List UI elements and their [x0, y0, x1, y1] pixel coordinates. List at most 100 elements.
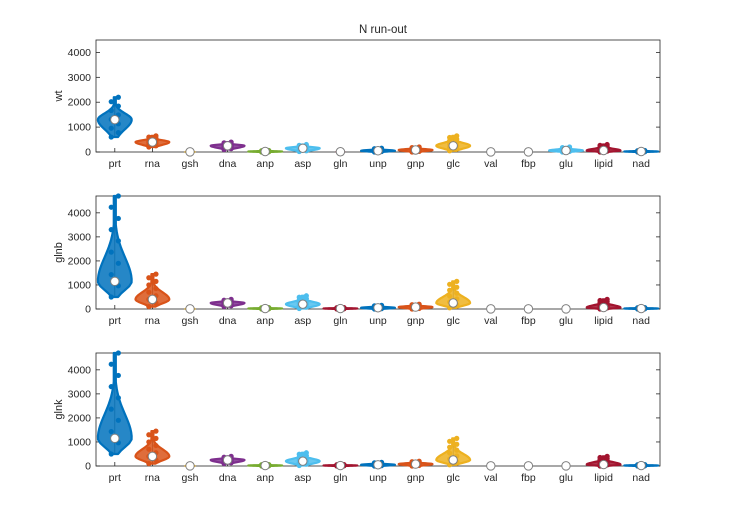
- violin-point: [115, 372, 121, 379]
- median-marker: [598, 145, 609, 156]
- violin-point: [115, 260, 121, 266]
- violin-gln: [322, 460, 359, 471]
- x-tick-label-nad: nad: [632, 315, 650, 327]
- median-marker: [486, 147, 496, 157]
- y-tick-label: 2000: [68, 412, 92, 424]
- median-marker: [598, 302, 609, 313]
- violin-point: [115, 193, 121, 199]
- violin-point: [454, 290, 460, 296]
- panel-glnb: 0 1000 2000 3000 4000 glnb prt rna gsh dna anp asp g…: [53, 193, 661, 327]
- median-marker: [373, 303, 383, 313]
- x-tick-label-glc: glc: [446, 472, 459, 484]
- violin-gln: [335, 147, 346, 157]
- x-tick-label-fbp: fbp: [521, 472, 536, 484]
- y-tick-label: 0: [85, 304, 91, 316]
- violin-point: [108, 134, 114, 140]
- violin-asp: [284, 293, 321, 312]
- violin-unp: [360, 145, 396, 156]
- y-axis-label: glnk: [53, 399, 65, 420]
- median-marker: [260, 460, 270, 471]
- x-tick-label-glu: glu: [559, 472, 573, 484]
- violin-point: [447, 450, 453, 456]
- median-marker: [561, 145, 571, 156]
- median-marker: [636, 460, 646, 471]
- violin-dna: [209, 139, 246, 153]
- violin-gsh: [184, 147, 196, 157]
- violin-point: [108, 204, 114, 210]
- y-tick-label: 2000: [68, 255, 92, 267]
- median-marker: [185, 147, 195, 157]
- x-tick-label-lipid: lipid: [594, 472, 613, 484]
- median-marker: [185, 461, 195, 471]
- axes-box: [95, 39, 661, 153]
- violin-point: [153, 435, 159, 441]
- violin-anp: [247, 460, 284, 471]
- violin-asp: [284, 141, 321, 155]
- violin-point: [108, 125, 114, 131]
- violin-unp: [360, 459, 396, 470]
- violin-glc: [435, 133, 472, 154]
- violin-unp: [360, 302, 396, 313]
- x-tick-label-rna: rna: [145, 158, 160, 170]
- violin-nad: [623, 146, 660, 157]
- violin-point: [597, 297, 603, 304]
- median-marker: [598, 459, 609, 470]
- median-marker: [147, 294, 158, 305]
- x-tick-label-dna: dna: [219, 158, 237, 170]
- median-marker: [110, 276, 120, 287]
- median-marker: [110, 114, 120, 125]
- violin-point: [146, 275, 152, 281]
- violin-fbp: [523, 147, 534, 157]
- median-marker: [147, 451, 158, 462]
- y-tick-label: 2000: [68, 97, 92, 109]
- violin-asp: [284, 450, 321, 469]
- violin-point: [447, 287, 453, 293]
- median-marker: [486, 461, 496, 471]
- violin-point: [604, 141, 610, 148]
- violin-point: [604, 453, 610, 459]
- y-axis-label: wt: [53, 91, 65, 103]
- violin-point: [115, 94, 121, 100]
- x-tick-label-glu: glu: [559, 315, 573, 327]
- violin-point: [115, 417, 121, 423]
- x-tick-label-fbp: fbp: [521, 315, 536, 327]
- violin-point: [108, 406, 114, 412]
- violin-glu: [561, 461, 571, 471]
- x-tick-label-unp: unp: [369, 158, 387, 170]
- chart-title: N run-out: [359, 24, 408, 36]
- x-tick-label-gnp: gnp: [407, 315, 425, 327]
- violin-gsh: [184, 461, 196, 471]
- violin-val: [486, 461, 496, 471]
- median-marker: [110, 433, 120, 444]
- violin-point: [454, 441, 460, 447]
- x-tick-label-nad: nad: [632, 158, 650, 170]
- violin-nad: [623, 303, 660, 314]
- violin-gnp: [397, 458, 434, 469]
- median-marker: [222, 455, 233, 465]
- violin-lipid: [585, 296, 622, 313]
- violin-gnp: [397, 301, 434, 312]
- violin-point: [447, 281, 453, 287]
- x-tick-label-lipid: lipid: [594, 315, 613, 327]
- x-tick-label-glu: glu: [559, 158, 573, 170]
- panel-glnk: 0 1000 2000 3000 4000 glnk prt rna gsh dna anp asp g…: [53, 350, 661, 484]
- violin-fbp: [523, 304, 534, 314]
- violin-point: [153, 428, 159, 434]
- y-tick-label: 4000: [68, 364, 92, 376]
- violin-point: [296, 451, 302, 457]
- y-tick-label: 3000: [68, 388, 92, 400]
- violin-point: [447, 134, 453, 141]
- violin-point: [454, 278, 460, 284]
- violin-point: [108, 249, 114, 255]
- y-axis-label: glnb: [53, 242, 65, 263]
- x-tick-label-anp: anp: [256, 472, 274, 484]
- violin-point: [296, 294, 302, 300]
- x-tick-label-gnp: gnp: [407, 472, 425, 484]
- violin-point: [146, 460, 152, 467]
- violin-point: [153, 278, 159, 284]
- violin-point: [454, 133, 460, 139]
- violin-anp: [247, 146, 284, 157]
- y-tick-label: 3000: [68, 231, 92, 243]
- x-tick-label-glc: glc: [446, 315, 459, 327]
